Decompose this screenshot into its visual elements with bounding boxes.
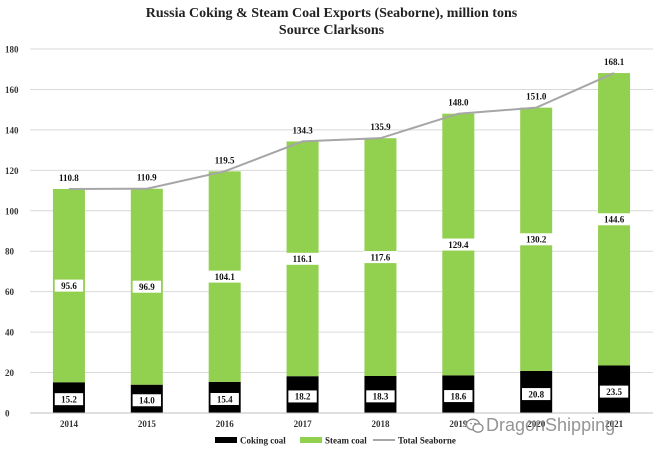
data-label-steam-coal-box [285,252,320,265]
data-label-coking-coal: 18.2 [295,392,311,402]
x-tick-label: 2021 [605,419,624,429]
x-tick-label: 2020 [527,419,546,429]
series-line-total-seaborne [68,72,615,190]
data-label-coking-coal-box [288,390,317,403]
data-label-total-seaborne: 168.1 [604,57,625,67]
data-label-steam-coal: 117.6 [371,252,391,262]
y-tick-label: 80 [5,247,15,257]
x-tick-label: 2018 [371,419,390,429]
y-tick-label: 0 [5,409,10,419]
data-label-coking-coal-box [444,390,473,403]
data-label-coking-coal-box [54,393,84,406]
legend-label-total-seaborne: Total Seaborne [398,436,456,446]
data-label-steam-coal-box [597,213,632,226]
data-label-steam-coal: 116.1 [293,254,313,264]
y-tick-label: 100 [5,206,19,216]
data-label-steam-coal-box [363,251,398,264]
x-tick-label: 2016 [216,419,235,429]
data-label-total-seaborne: 135.9 [370,122,391,132]
data-label-steam-coal: 129.4 [448,240,469,250]
chart-subtitle: Source Clarksons [278,23,385,38]
data-label-coking-coal: 18.6 [450,391,466,401]
y-tick-label: 160 [5,85,19,95]
y-tick-label: 140 [5,125,19,135]
data-label-steam-coal: 144.6 [604,215,625,225]
data-label-coking-coal: 18.3 [373,392,389,402]
x-tick-label: 2015 [138,419,157,429]
data-label-total-seaborne: 134.3 [292,125,313,135]
data-label-steam-coal-box [54,279,84,292]
data-label-total-seaborne: 151.0 [526,92,547,102]
watermark-text: DragonShipping [486,415,616,435]
data-label-total-seaborne: 110.9 [137,173,157,183]
wechat-icon [466,418,484,433]
data-label-coking-coal-box [210,392,239,405]
data-label-coking-coal-box [599,385,629,398]
x-tick-label: 2014 [60,419,79,429]
y-tick-label: 40 [5,328,15,338]
data-label-coking-coal-box [521,388,551,401]
data-label-total-seaborne: 148.0 [448,98,469,108]
legend-label-steam-coal: Steam coal [325,436,367,446]
data-label-steam-coal-box [519,233,554,246]
data-label-coking-coal: 15.2 [61,394,77,404]
legend-label-coking-coal: Coking coal [240,436,286,446]
chart-title: Russia Coking & Steam Coal Exports (Seab… [145,6,518,21]
data-label-coking-coal: 14.0 [139,396,155,406]
legend-swatch-coking-coal [215,437,237,443]
data-label-steam-coal-box [441,238,476,251]
x-tick-label: 2019 [449,419,468,429]
data-label-steam-coal-box [207,270,242,283]
legend-swatch-steam-coal [300,437,322,443]
data-label-total-seaborne: 110.8 [59,173,79,183]
y-tick-label: 180 [5,45,19,55]
data-label-steam-coal-box [132,280,162,293]
data-label-steam-coal: 95.6 [61,281,77,291]
data-label-coking-coal: 20.8 [528,389,544,399]
y-tick-label: 120 [5,166,19,176]
data-label-coking-coal: 23.5 [606,387,622,397]
x-tick-label: 2017 [294,419,313,429]
data-label-coking-coal-box [366,390,395,403]
data-label-steam-coal: 104.1 [215,272,236,282]
data-label-coking-coal: 15.4 [217,394,233,404]
y-tick-label: 60 [5,287,15,297]
data-label-steam-coal: 130.2 [526,235,547,245]
data-label-steam-coal: 96.9 [139,282,155,292]
data-label-total-seaborne: 119.5 [215,155,235,165]
data-label-coking-coal-box [132,394,162,407]
y-tick-label: 20 [5,368,15,378]
